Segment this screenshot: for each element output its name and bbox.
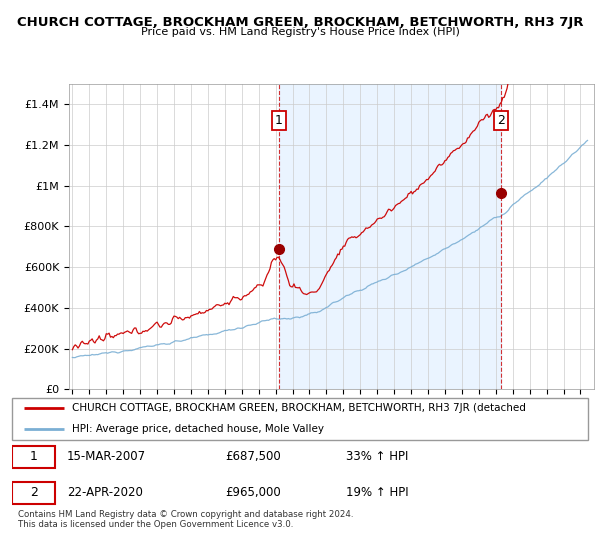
Text: 2: 2: [497, 114, 505, 127]
Text: HPI: Average price, detached house, Mole Valley: HPI: Average price, detached house, Mole…: [73, 424, 325, 434]
FancyBboxPatch shape: [12, 398, 588, 440]
Text: 2: 2: [29, 486, 38, 499]
Text: £687,500: £687,500: [225, 450, 281, 463]
Text: Price paid vs. HM Land Registry's House Price Index (HPI): Price paid vs. HM Land Registry's House …: [140, 27, 460, 37]
Text: Contains HM Land Registry data © Crown copyright and database right 2024.
This d: Contains HM Land Registry data © Crown c…: [18, 510, 353, 529]
Text: £965,000: £965,000: [225, 486, 281, 499]
Text: CHURCH COTTAGE, BROCKHAM GREEN, BROCKHAM, BETCHWORTH, RH3 7JR (detached: CHURCH COTTAGE, BROCKHAM GREEN, BROCKHAM…: [73, 403, 526, 413]
Text: 22-APR-2020: 22-APR-2020: [67, 486, 143, 499]
Text: 33% ↑ HPI: 33% ↑ HPI: [346, 450, 409, 463]
FancyBboxPatch shape: [12, 446, 55, 468]
Text: 1: 1: [275, 114, 283, 127]
Text: 1: 1: [29, 450, 38, 463]
Bar: [279, 84, 501, 389]
Text: CHURCH COTTAGE, BROCKHAM GREEN, BROCKHAM, BETCHWORTH, RH3 7JR: CHURCH COTTAGE, BROCKHAM GREEN, BROCKHAM…: [17, 16, 583, 29]
FancyBboxPatch shape: [12, 482, 55, 503]
Text: 19% ↑ HPI: 19% ↑ HPI: [346, 486, 409, 499]
Text: 15-MAR-2007: 15-MAR-2007: [67, 450, 146, 463]
